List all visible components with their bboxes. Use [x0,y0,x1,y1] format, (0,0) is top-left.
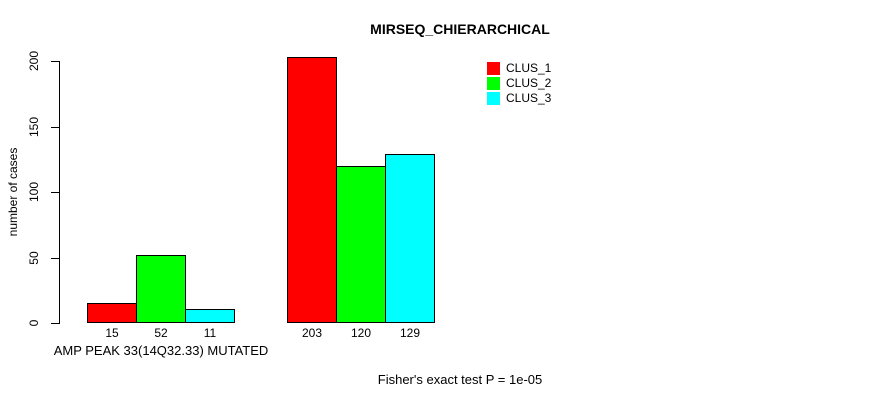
bar-value-label: 203 [301,326,323,340]
bar-value-label: 129 [399,326,421,340]
y-tick-label: 0 [27,319,41,327]
y-axis-tick [51,192,59,193]
y-axis-label: number of cases [6,147,20,237]
bar-value-label: 11 [203,326,217,340]
y-tick-label: 200 [27,50,41,72]
x-group-label: AMP PEAK 33(14Q32.33) MUTATED [53,343,269,358]
legend-swatch-clus_2 [487,77,500,90]
legend-item: CLUS_1 [487,62,551,75]
y-axis-tick [51,258,59,259]
bar-value-label: 15 [105,326,119,340]
bar-clus_3-group1 [185,309,235,323]
bar-value-label: 52 [154,326,168,340]
legend-swatch-clus_3 [487,92,500,105]
bar-clus_1-group2 [287,57,337,323]
legend-label: CLUS_1 [506,61,552,75]
legend: CLUS_1 CLUS_2 CLUS_3 [487,62,551,107]
y-axis-line [59,61,60,324]
bar-clus_2-group1 [136,255,186,323]
y-tick-label: 50 [27,251,41,265]
bar-clus_2-group2 [336,166,386,323]
legend-item: CLUS_3 [487,92,551,105]
y-axis-tick [51,127,59,128]
legend-swatch-clus_1 [487,62,500,75]
y-axis-tick [51,323,59,324]
legend-item: CLUS_2 [487,77,551,90]
y-axis-tick [51,61,59,62]
bar-value-label: 120 [350,326,372,340]
y-tick-label: 150 [27,116,41,138]
y-tick-label: 100 [27,181,41,203]
annotation-text: Fisher's exact test P = 1e-05 [377,372,543,387]
legend-label: CLUS_2 [506,76,552,90]
legend-label: CLUS_3 [506,91,552,105]
bar-clus_1-group1 [87,303,137,323]
bar-clus_3-group2 [385,154,435,323]
chart-title: MIRSEQ_CHIERARCHICAL [370,21,550,37]
